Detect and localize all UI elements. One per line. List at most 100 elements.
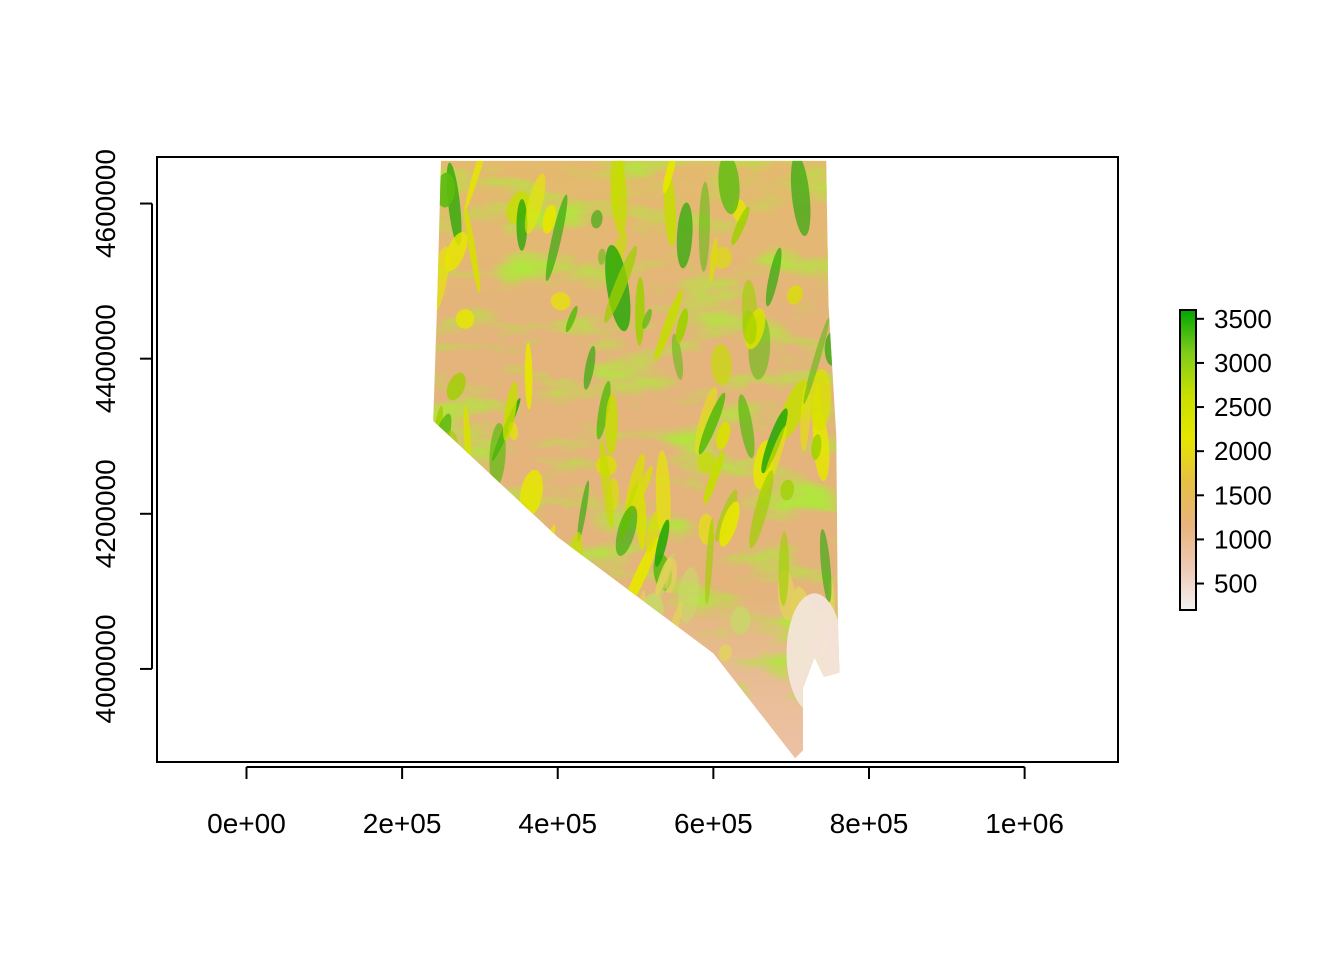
ridge-shape	[516, 199, 528, 251]
ridge-shape	[583, 345, 596, 390]
legend-tick-label: 500	[1214, 569, 1257, 599]
ridge-shape	[642, 308, 652, 329]
ridge-shape	[718, 160, 740, 215]
ridge-shape	[698, 181, 710, 272]
ridge-shape	[655, 450, 671, 543]
ridge-shape	[558, 560, 581, 635]
ridge-shape	[712, 246, 732, 269]
ridge-shape	[612, 160, 625, 209]
ridge-shape	[650, 621, 662, 647]
ridge-shape	[786, 285, 803, 305]
ridge-shape	[464, 160, 491, 210]
ridge-shape	[522, 540, 541, 632]
ridge-shape	[778, 379, 809, 440]
legend-tick-label: 2000	[1214, 436, 1272, 466]
ridge-shape	[718, 644, 732, 662]
ridge-shape	[436, 172, 456, 208]
y-tick-label: 4400000	[90, 304, 121, 413]
ridge-shape	[660, 646, 682, 699]
ridge-shape	[800, 383, 811, 452]
ridge-shape	[675, 308, 689, 344]
legend-tick-label: 3000	[1214, 348, 1272, 378]
ridge-shape	[703, 451, 724, 505]
x-axis: 0e+00 2e+05 4e+05 6e+05 8e+05 1e+06	[207, 766, 1064, 839]
ridge-shape	[433, 246, 450, 318]
ridge-shape	[450, 509, 468, 534]
legend-colorbar	[1179, 309, 1197, 611]
ridge-shape	[819, 529, 832, 603]
x-tick-label: 2e+05	[363, 808, 442, 839]
ridge-shape	[678, 567, 700, 624]
ridge-shape	[503, 381, 518, 442]
ridge-shape	[671, 333, 684, 380]
ridge-shape	[636, 490, 647, 550]
ridge-shape	[513, 602, 536, 654]
ridge-shape	[545, 194, 568, 282]
ridge-shape	[565, 305, 578, 333]
ridge-shape	[591, 209, 603, 229]
ridge-shape	[455, 309, 475, 329]
ridge-shape	[749, 470, 774, 549]
ridge-shape	[433, 413, 452, 496]
ridge-shape	[803, 317, 830, 404]
ridge-shape	[599, 440, 614, 529]
ridge-shape	[716, 421, 731, 450]
ridge-shape	[498, 550, 511, 585]
ridge-shape	[489, 422, 506, 487]
ridge-shape	[676, 202, 693, 269]
ridge-shape	[538, 634, 556, 677]
color-legend: 500 1000 1500 2000 2500 3000 3500	[1179, 304, 1272, 611]
ridge-shape	[542, 204, 557, 234]
ridge-shape	[615, 505, 638, 556]
ridge-shape	[502, 648, 525, 702]
legend-tick-label: 2500	[1214, 392, 1272, 422]
y-tick-label: 4600000	[90, 149, 121, 258]
legend-tick-label: 1000	[1214, 524, 1272, 554]
ridge-shape	[698, 392, 726, 455]
ridge-shape	[595, 609, 603, 659]
x-tick-label: 0e+00	[207, 808, 286, 839]
ridge-shape	[479, 491, 498, 527]
x-tick-label: 6e+05	[674, 808, 753, 839]
ridge-shape	[539, 567, 556, 640]
ridge-shape	[506, 611, 523, 645]
ridge-shape	[478, 497, 489, 574]
ridge-shape	[533, 604, 548, 663]
ridge-shape	[577, 480, 590, 542]
ridge-shape	[524, 342, 533, 410]
ridge-shape	[650, 640, 667, 679]
ridge-shape	[444, 231, 468, 272]
ridge-shape	[730, 606, 751, 635]
ridge-shape	[710, 344, 732, 386]
ridge-shape	[765, 247, 782, 307]
ridge-shape	[517, 527, 535, 586]
ridge-shape	[645, 510, 661, 554]
ridge-shape	[742, 310, 757, 345]
ridge-shape	[694, 386, 718, 455]
legend-tick-label: 1500	[1214, 480, 1272, 510]
ridge-shape	[441, 442, 457, 518]
ridge-shape	[464, 206, 481, 294]
ridge-shape	[731, 206, 750, 246]
ridge-shape	[761, 408, 788, 474]
ridge-shape	[811, 434, 822, 460]
ridge-shape	[778, 531, 789, 607]
x-tick-label: 8e+05	[830, 808, 909, 839]
ridge-shape	[654, 289, 683, 362]
ridge-shape	[630, 465, 653, 514]
y-tick-label: 4200000	[90, 459, 121, 568]
y-axis: 4000000 4200000 4400000 4600000	[90, 149, 153, 723]
low-basin	[786, 593, 840, 714]
x-tick-label: 1e+06	[985, 808, 1064, 839]
ridge-shape	[719, 501, 740, 547]
ridge-shape	[576, 574, 586, 631]
ridge-shape	[436, 526, 470, 590]
ridge-shape	[709, 236, 718, 283]
ridge-shape	[705, 518, 714, 605]
plot-frame	[156, 156, 1119, 763]
ridge-shape	[529, 585, 543, 649]
ridge-shape	[696, 452, 716, 474]
ridge-shape	[550, 292, 571, 311]
ridge-shape	[522, 590, 546, 636]
